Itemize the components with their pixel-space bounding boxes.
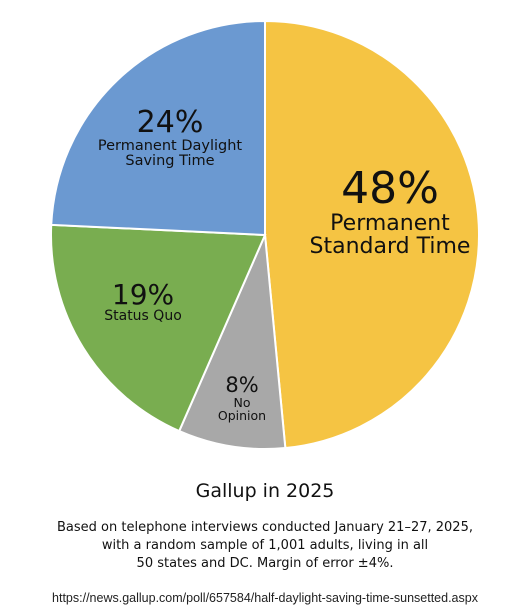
slice-label: 19% Status Quo (73, 280, 213, 324)
pie-slice (264, 19, 480, 450)
note-line: Based on telephone interviews conducted … (57, 520, 473, 535)
pie-chart (50, 19, 480, 450)
category-label: Permanent Daylight Saving Time (97, 137, 243, 169)
value-label: 24% (136, 105, 204, 141)
note-line: 50 states and DC. Margin of error ±4%. (136, 556, 394, 571)
pie-slice (177, 231, 287, 450)
chart-title: Gallup in 2025 (195, 480, 335, 502)
slice-label: 8% No Opinion (212, 374, 272, 422)
slice-label: 24% Permanent Daylight Saving Time (75, 107, 265, 169)
source-url: https://news.gallup.com/poll/657584/half… (52, 591, 478, 605)
pie-slice (50, 223, 267, 433)
value-label: 19% (111, 277, 175, 311)
slice-label: 48% Permanent Standard Time (290, 162, 490, 260)
category-label: Permanent Standard Time (309, 211, 471, 260)
note-line: with a random sample of 1,001 adults, li… (101, 538, 429, 553)
value-label: 48% (341, 162, 439, 214)
note: Based on telephone interviews conducted … (0, 519, 530, 573)
pie-slice (50, 19, 266, 237)
category-label: No Opinion (217, 394, 267, 424)
category-label: Status Quo (104, 308, 182, 325)
value-label: 8% (225, 372, 259, 397)
